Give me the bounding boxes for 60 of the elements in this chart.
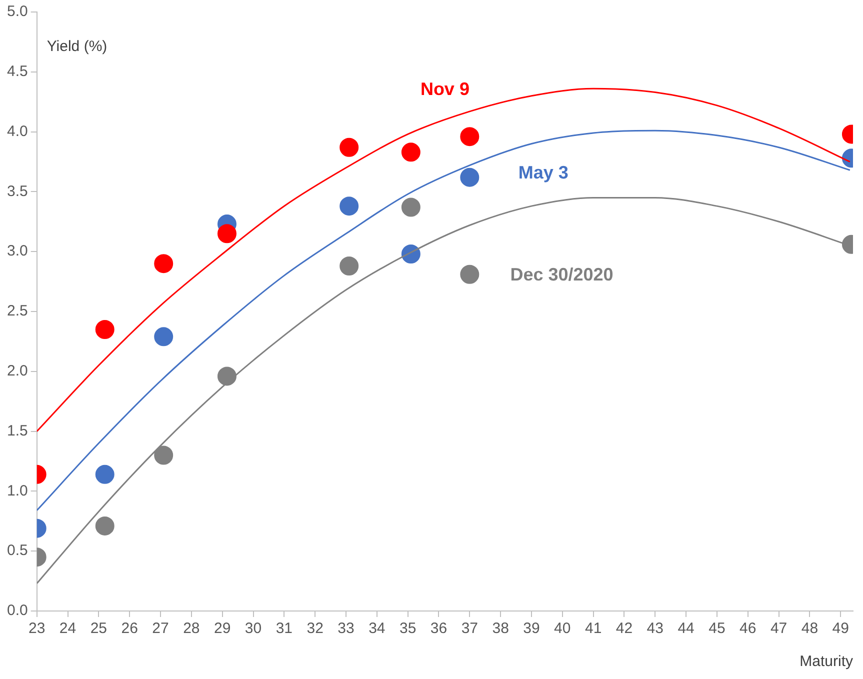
x-tick-label: 47: [770, 620, 788, 638]
point: [460, 168, 480, 187]
x-tick-label: 33: [338, 620, 354, 638]
point: [217, 224, 236, 244]
point: [95, 516, 114, 536]
x-tick-label: 40: [554, 620, 571, 638]
y-tick-label: 1.0: [6, 482, 28, 500]
y-tick-label: 0.5: [6, 542, 28, 560]
x-tick-label: 42: [616, 620, 633, 638]
x-tick-label: 32: [306, 620, 324, 638]
x-tick-label: 28: [183, 620, 200, 638]
point: [340, 256, 359, 276]
x-tick-label: 23: [28, 620, 46, 638]
x-tick-label: 36: [430, 620, 448, 638]
point: [460, 127, 480, 146]
y-tick-label: 2.5: [6, 302, 28, 320]
x-tick-label: 27: [152, 620, 169, 638]
point: [401, 142, 420, 162]
y-tick-label: 5.0: [6, 3, 28, 20]
x-tick-label: 24: [59, 620, 76, 638]
x-tick-label: 31: [276, 620, 293, 638]
y-tick-label: 3.5: [6, 182, 28, 200]
x-tick-label: 35: [399, 620, 416, 638]
x-tick-label: 44: [678, 620, 694, 638]
x-tick-label: 37: [461, 620, 478, 638]
x-tick-label: 30: [244, 620, 262, 638]
line-series: [36, 130, 851, 512]
series-label: Nov 9: [420, 78, 470, 99]
point: [95, 320, 114, 339]
x-tick-label: 46: [740, 620, 756, 638]
y-tick-label: 4.0: [6, 122, 28, 140]
point: [154, 446, 174, 465]
x-tick-label: 41: [584, 620, 602, 638]
x-tick-label: 34: [368, 620, 386, 638]
point: [340, 196, 359, 216]
y-tick-label: 2.0: [6, 362, 28, 380]
x-tick-label: 38: [492, 620, 509, 638]
point: [217, 366, 236, 386]
point: [460, 264, 480, 284]
point: [340, 138, 359, 157]
y-tick-label: 1.5: [6, 422, 28, 440]
x-tick-label: 43: [646, 620, 664, 638]
y-tick-label: 3.0: [6, 242, 28, 260]
point: [154, 327, 174, 346]
x-tick-label: 48: [801, 620, 818, 638]
x-tick-label: 25: [90, 620, 108, 638]
x-tick-label: 45: [708, 620, 726, 638]
x-tick-label: 26: [121, 620, 138, 638]
x-tick-label: 39: [523, 620, 540, 638]
series-label: Dec 30/2020: [510, 264, 614, 285]
y-axis-title: Yield (%): [46, 38, 108, 56]
x-tick-label: 49: [832, 620, 849, 638]
x-tick-label: 29: [214, 620, 231, 638]
text: May 3: [518, 162, 568, 183]
x-axis-title: Maturity: [800, 653, 854, 670]
point: [154, 254, 174, 274]
point: [401, 198, 420, 217]
point: [95, 464, 114, 484]
y-tick-label: 0.0: [6, 602, 28, 620]
y-tick-label: 4.5: [6, 63, 28, 80]
